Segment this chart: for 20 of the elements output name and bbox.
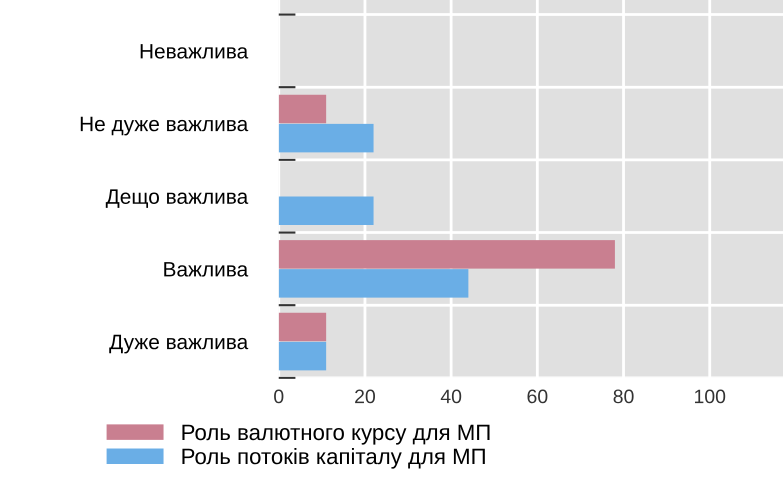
bar bbox=[278, 240, 615, 269]
legend-label: Роль потоків капіталу для МП bbox=[182, 448, 485, 469]
x-tick-label: 100 bbox=[694, 390, 726, 404]
y-tick-label: Дуже важлива bbox=[109, 334, 248, 354]
x-tick-label: 40 bbox=[440, 390, 462, 404]
y-tick-label: Неважлива bbox=[140, 44, 248, 59]
y-tick-label: Не дуже важлива bbox=[80, 116, 248, 136]
y-tick-label: Важлива bbox=[164, 262, 248, 277]
bar bbox=[278, 196, 374, 225]
y-tick-label: Дещо важлива bbox=[106, 189, 248, 208]
x-tick-label: 80 bbox=[614, 390, 634, 404]
x-tick-label: 20 bbox=[355, 390, 375, 404]
legend-label: Роль валютного курсу для МП bbox=[182, 424, 490, 445]
bar bbox=[278, 342, 326, 370]
bar bbox=[278, 269, 468, 298]
bar bbox=[278, 124, 374, 152]
x-tick-label: 60 bbox=[528, 390, 548, 404]
bar bbox=[278, 94, 326, 124]
x-tick-label: 0 bbox=[274, 390, 284, 404]
bar bbox=[278, 312, 326, 342]
